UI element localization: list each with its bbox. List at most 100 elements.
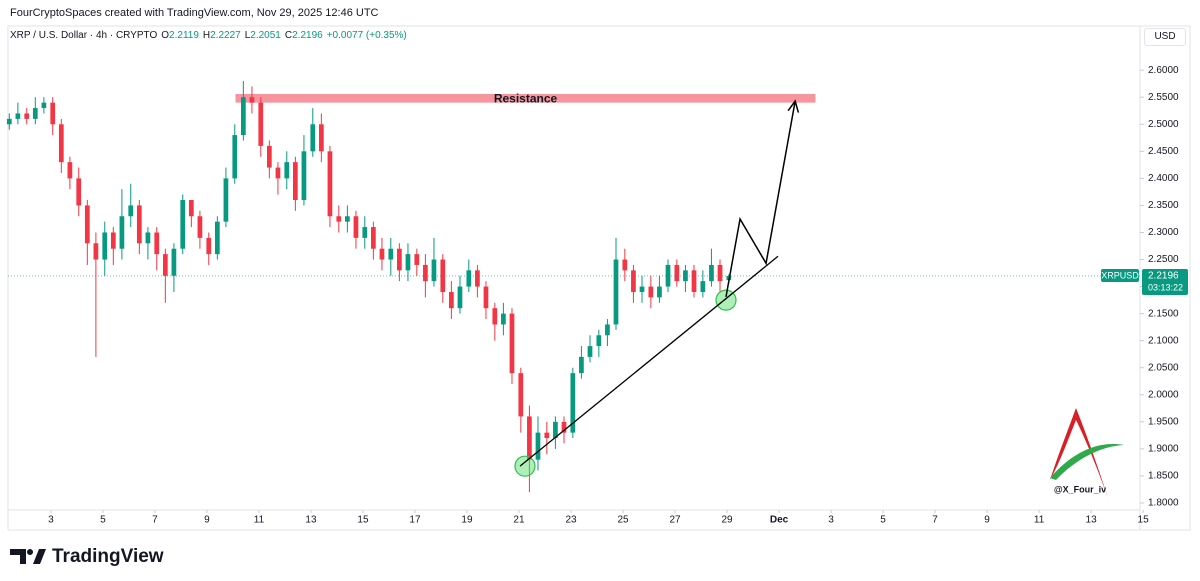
candle-body [284, 162, 290, 179]
candle-body [440, 259, 446, 292]
ohlc-item: O2.2119 [161, 30, 199, 41]
chart-frame [7, 25, 1191, 531]
candle-body [518, 373, 524, 417]
x-tick-label: 5 [880, 515, 886, 526]
ohlc-value: 2.2119 [169, 30, 199, 41]
candle-body [475, 270, 480, 287]
projection-path [725, 100, 796, 297]
candle-body [457, 286, 463, 309]
candle-body [466, 270, 472, 287]
ohlc: O2.2119 H2.2227 L2.2051 C2.2196 [161, 30, 322, 41]
candle-body [700, 281, 706, 292]
currency-button[interactable]: USD [1144, 28, 1186, 46]
candle-body [214, 221, 220, 255]
y-tick-label: 1.9500 [1148, 416, 1179, 427]
highlight-circle [514, 455, 536, 477]
y-tick-label: 1.9000 [1148, 444, 1179, 455]
brand-logo [10, 549, 46, 564]
candle-body [154, 232, 160, 255]
x-tick-label: 21 [513, 515, 525, 526]
candle-body [223, 178, 229, 222]
x-tick-label: 3 [48, 515, 54, 526]
candle-body [197, 216, 203, 238]
x-tick-label: 7 [152, 515, 158, 526]
candle-body [449, 291, 454, 309]
candle-body [561, 421, 567, 433]
ohlc-item: H2.2227 [203, 30, 241, 41]
change: +0.0077 (+0.35%) [326, 30, 407, 41]
candle-body [336, 216, 342, 222]
y-tick-label: 2.3000 [1148, 227, 1179, 238]
ohlc-label: L [244, 30, 251, 41]
candle-body [76, 178, 82, 206]
x-tick-label: 17 [409, 515, 421, 526]
candle-body [292, 162, 298, 201]
candle-body [371, 227, 376, 249]
candle-body [128, 205, 134, 217]
x-tick-label: 11 [1034, 515, 1045, 526]
y-tick-label: 2.2500 [1148, 254, 1179, 265]
ohlc-value: 2.2196 [292, 30, 323, 41]
candle-body [188, 200, 194, 217]
y-tick-label: 2.0500 [1148, 362, 1179, 373]
y-tick-label: 2.1500 [1148, 308, 1179, 319]
candle-body [32, 108, 38, 119]
ohlc-item: C2.2196 [285, 30, 323, 41]
candle-body [596, 335, 602, 347]
candle-body [327, 151, 333, 217]
y-tick-label: 2.3500 [1148, 200, 1179, 211]
candle-body [319, 124, 324, 152]
price-tag [1142, 268, 1188, 295]
y-tick-label: 2.4000 [1148, 173, 1179, 184]
candle-body [405, 254, 411, 271]
candle-body [362, 227, 368, 238]
candle-body [119, 216, 125, 249]
symbol: XRP / U.S. Dollar · 4h · CRYPTO [10, 30, 158, 41]
candle-body [232, 135, 238, 179]
x-tick-label: 9 [984, 515, 990, 526]
price-tag-value: 2.2196 [1148, 271, 1179, 282]
ohlc-item: L2.2051 [245, 30, 281, 41]
x-tick-label: 3 [828, 515, 834, 526]
x-tick-label: Dec [770, 515, 789, 526]
y-tick-label: 2.0000 [1148, 389, 1179, 400]
attribution: FourCryptoSpaces created with TradingVie… [10, 7, 379, 19]
candle-body [501, 313, 506, 325]
candle-body [249, 97, 255, 103]
x-tick-label: 23 [565, 515, 577, 526]
x-tick-label: 19 [461, 515, 473, 526]
symbol-tag-label: XRPUSD [1101, 270, 1139, 280]
ohlc-label: H [202, 30, 211, 41]
candle-body [6, 118, 12, 125]
candle-body [691, 270, 697, 292]
candle-body [206, 237, 212, 255]
candle-body [379, 248, 385, 260]
candle-body [613, 259, 619, 325]
y-tick-label: 2.5000 [1148, 119, 1179, 130]
ohlc-value: 2.2051 [250, 30, 281, 41]
candle-body [414, 254, 420, 265]
y-tick-label: 2.4500 [1148, 146, 1179, 157]
candle-body [674, 264, 680, 282]
resistance-zone [235, 93, 816, 103]
symbol-tag [1101, 268, 1139, 282]
ohlc-value: 2.2227 [210, 30, 241, 41]
candle-body [266, 145, 272, 168]
candle-body [50, 102, 56, 125]
candle-body [423, 264, 428, 282]
x-tick-label: 27 [669, 515, 681, 526]
candle-body [102, 232, 108, 260]
candle-body [683, 270, 688, 282]
candle-body [622, 259, 628, 271]
candle-body [41, 102, 47, 109]
candle-body [136, 205, 142, 244]
candle-body [388, 248, 394, 260]
candle-body [397, 248, 402, 271]
candle-body [145, 232, 151, 244]
candle-body [431, 259, 437, 282]
candle-body [162, 254, 168, 276]
candle-body [605, 324, 610, 336]
ohlc-label: C [284, 30, 293, 41]
resistance-label: Resistance [494, 91, 558, 105]
